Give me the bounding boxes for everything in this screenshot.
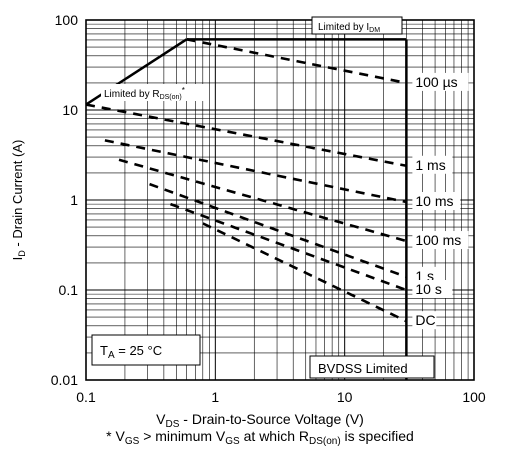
series-lines [85, 38, 407, 323]
series-line-10-s [170, 202, 407, 292]
series-label-dc: DC [415, 312, 435, 328]
series-labels: 100 µs 1 ms 10 ms 100 ms 1 s10 s DC [412, 72, 469, 330]
series-label-10-ms: 10 ms [415, 193, 453, 209]
ambient-temp-label: TA = 25 °C [100, 343, 162, 361]
series-line-100-s [186, 38, 407, 85]
series-line-dc [202, 222, 407, 323]
series-label-1-s: 1 s [415, 268, 434, 284]
series-line-100-ms [118, 158, 407, 243]
series-line-1-s [149, 182, 407, 279]
limited-idm-label: Limited by IDM [318, 22, 380, 34]
x-tick-label: 1 [211, 389, 219, 405]
series-label-bg-100-ms [412, 231, 469, 250]
series-label-100-s: 100 µs [415, 74, 457, 90]
x-tick-label: 0.1 [76, 389, 96, 405]
bvdss-limited-label: BVDSS Limited [318, 361, 408, 376]
series-label-bg-1-ms [412, 155, 453, 174]
limited-idm-box [311, 16, 403, 35]
series-label-10-s: 10 s [415, 281, 441, 297]
series-label-1-ms: 1 ms [415, 157, 445, 173]
footnote: * VGS > minimum VGS at which RDS(on) is … [106, 428, 414, 447]
limited-rds-label: Limited by RDS(on)* [104, 86, 185, 101]
series-line-10-ms [104, 139, 407, 204]
series-label-100-ms: 100 ms [415, 232, 461, 248]
y-axis-label: ID - Drain Current (A) [10, 140, 27, 261]
y-tick-label: 100 [55, 12, 79, 28]
y-tick-label: 0.01 [51, 372, 78, 388]
series-line-1-ms [85, 103, 407, 168]
x-tick-label: 100 [462, 389, 486, 405]
ambient-temp-box [91, 334, 201, 366]
bvdss-limited-box [309, 355, 435, 379]
series-label-bg-10-s [412, 280, 453, 298]
x-tick-label: 10 [337, 389, 353, 405]
series-label-bg-100-s [412, 72, 469, 91]
x-axis-label: VDS - Drain-to-Source Voltage (V) [156, 411, 364, 430]
plot-frame [85, 19, 475, 381]
y-tick-label: 10 [62, 102, 78, 118]
y-tick-label: 0.1 [59, 282, 79, 298]
y-tick-label: 1 [70, 192, 78, 208]
series-label-bg-10-ms [412, 192, 461, 211]
series-label-bg-dc [412, 311, 437, 330]
limited-rds-box [101, 84, 207, 101]
